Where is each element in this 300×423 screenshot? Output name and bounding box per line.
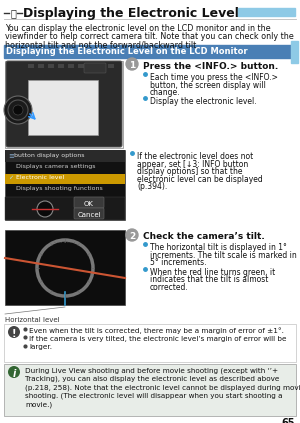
Text: During Live View shooting and before movie shooting (except with ‘’+: During Live View shooting and before mov… xyxy=(25,367,278,374)
Bar xyxy=(108,64,114,68)
Circle shape xyxy=(13,105,23,115)
Bar xyxy=(238,8,295,16)
Text: Cancel: Cancel xyxy=(77,212,101,218)
Text: (p.218, 258). Note that the electronic level cannot be displayed during movie: (p.218, 258). Note that the electronic l… xyxy=(25,384,300,390)
Text: indicates that the tilt is almost: indicates that the tilt is almost xyxy=(150,275,268,284)
Bar xyxy=(291,41,298,63)
Text: 📷: 📷 xyxy=(10,8,16,18)
Circle shape xyxy=(4,96,32,124)
Text: Even when the tilt is corrected, there may be a margin of error of ±1°.: Even when the tilt is corrected, there m… xyxy=(29,327,284,334)
Bar xyxy=(48,64,54,68)
Text: ✓: ✓ xyxy=(8,175,13,180)
Bar xyxy=(58,64,64,68)
Text: Display the electronic level.: Display the electronic level. xyxy=(150,96,256,105)
Bar xyxy=(88,64,94,68)
Text: electronic level can be displayed: electronic level can be displayed xyxy=(137,175,263,184)
Text: 1: 1 xyxy=(129,61,135,70)
Bar xyxy=(5,61,123,148)
Text: button display options: button display options xyxy=(14,153,85,158)
Text: increments. The tilt scale is marked in: increments. The tilt scale is marked in xyxy=(150,250,297,259)
Bar xyxy=(38,64,44,68)
Text: When the red line turns green, it: When the red line turns green, it xyxy=(150,267,275,277)
Text: change.: change. xyxy=(150,88,181,97)
Circle shape xyxy=(8,366,20,378)
Bar xyxy=(68,64,74,68)
Text: Check the camera’s tilt.: Check the camera’s tilt. xyxy=(143,232,265,241)
Text: (p.394).: (p.394). xyxy=(137,182,167,191)
FancyBboxPatch shape xyxy=(74,197,104,208)
Text: OK: OK xyxy=(84,201,94,207)
Bar xyxy=(4,324,296,362)
Text: Displays camera settings: Displays camera settings xyxy=(16,164,95,169)
Bar xyxy=(5,174,125,184)
Circle shape xyxy=(37,201,53,217)
Bar xyxy=(98,64,104,68)
Text: !: ! xyxy=(12,329,16,339)
Text: 65: 65 xyxy=(281,418,295,423)
Text: movie.): movie.) xyxy=(25,401,52,407)
Text: shooting. (The electronic level will disappear when you start shooting a: shooting. (The electronic level will dis… xyxy=(25,393,283,399)
Text: Each time you press the <INFO.>: Each time you press the <INFO.> xyxy=(150,73,278,82)
Bar xyxy=(5,150,125,162)
Text: Horizontal level: Horizontal level xyxy=(5,317,60,323)
Bar xyxy=(4,364,296,416)
Text: larger.: larger. xyxy=(29,344,52,350)
Circle shape xyxy=(126,229,138,241)
Text: ≡: ≡ xyxy=(8,153,14,159)
Text: Press the <INFO.> button.: Press the <INFO.> button. xyxy=(143,62,278,71)
Text: 2: 2 xyxy=(129,232,135,241)
Text: corrected.: corrected. xyxy=(150,283,189,291)
Bar xyxy=(5,230,125,305)
Text: i: i xyxy=(12,369,16,379)
Text: horizontal tilt and not the forward/backward tilt.: horizontal tilt and not the forward/back… xyxy=(5,40,199,49)
Bar xyxy=(5,197,125,220)
Text: viewfinder to help correct camera tilt. Note that you can check only the: viewfinder to help correct camera tilt. … xyxy=(5,32,294,41)
Text: Displaying the Electronic Level on the LCD Monitor: Displaying the Electronic Level on the L… xyxy=(6,47,247,56)
Bar xyxy=(4,45,296,58)
Text: 5° increments.: 5° increments. xyxy=(150,258,206,267)
Text: Tracking), you can also display the electronic level as described above: Tracking), you can also display the elec… xyxy=(25,376,279,382)
Text: display options] so that the: display options] so that the xyxy=(137,167,242,176)
Bar xyxy=(78,64,84,68)
Text: The horizontal tilt is displayed in 1°: The horizontal tilt is displayed in 1° xyxy=(150,243,287,252)
Text: Displays shooting functions: Displays shooting functions xyxy=(16,186,103,191)
Text: Displaying the Electronic Level: Displaying the Electronic Level xyxy=(23,7,239,20)
Text: You can display the electronic level on the LCD monitor and in the: You can display the electronic level on … xyxy=(5,24,271,33)
Bar xyxy=(28,64,34,68)
Text: If the electronic level does not: If the electronic level does not xyxy=(137,152,253,161)
Circle shape xyxy=(8,326,20,338)
Text: - - - - - - -: - - - - - - - xyxy=(54,240,76,245)
Text: button, the screen display will: button, the screen display will xyxy=(150,80,266,90)
Text: appear, set [↓3: INFO button: appear, set [↓3: INFO button xyxy=(137,159,248,168)
Circle shape xyxy=(126,58,138,70)
FancyBboxPatch shape xyxy=(6,61,122,147)
Text: Electronic level: Electronic level xyxy=(16,175,64,180)
Bar xyxy=(5,150,125,220)
Bar xyxy=(28,80,98,135)
FancyBboxPatch shape xyxy=(74,208,104,219)
FancyBboxPatch shape xyxy=(84,63,106,73)
Text: If the camera is very tilted, the electronic level’s margin of error will be: If the camera is very tilted, the electr… xyxy=(29,335,286,341)
